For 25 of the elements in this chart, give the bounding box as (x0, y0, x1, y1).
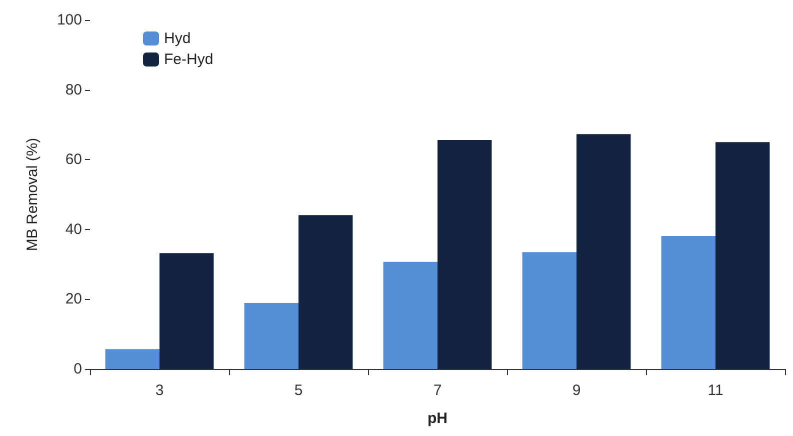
bar (716, 142, 770, 369)
x-tick-label: 3 (155, 382, 164, 399)
bar (105, 349, 160, 369)
y-tick-label: 80 (65, 81, 82, 98)
bar (522, 252, 576, 369)
bar (576, 134, 631, 369)
bar (244, 303, 298, 369)
bar (160, 253, 214, 369)
y-tick-label: 20 (65, 290, 82, 308)
x-axis-title: pH (428, 410, 448, 427)
x-tick-label: 7 (433, 382, 442, 399)
y-tick-label: 40 (65, 220, 82, 238)
x-tick-label: 11 (708, 382, 724, 399)
bar (661, 236, 716, 369)
legend-label: Fe-Hyd (164, 51, 214, 68)
y-tick-label: 60 (65, 151, 82, 168)
bar (438, 140, 492, 369)
legend-label: Hyd (164, 30, 191, 47)
x-tick-label: 9 (572, 382, 581, 399)
x-tick-label: 5 (294, 382, 303, 399)
bar (383, 262, 438, 369)
bar (298, 215, 353, 369)
y-axis-title: MB Removal (%) (24, 138, 41, 252)
y-tick-label: 0 (74, 360, 82, 378)
y-tick-label: 100 (56, 12, 82, 28)
